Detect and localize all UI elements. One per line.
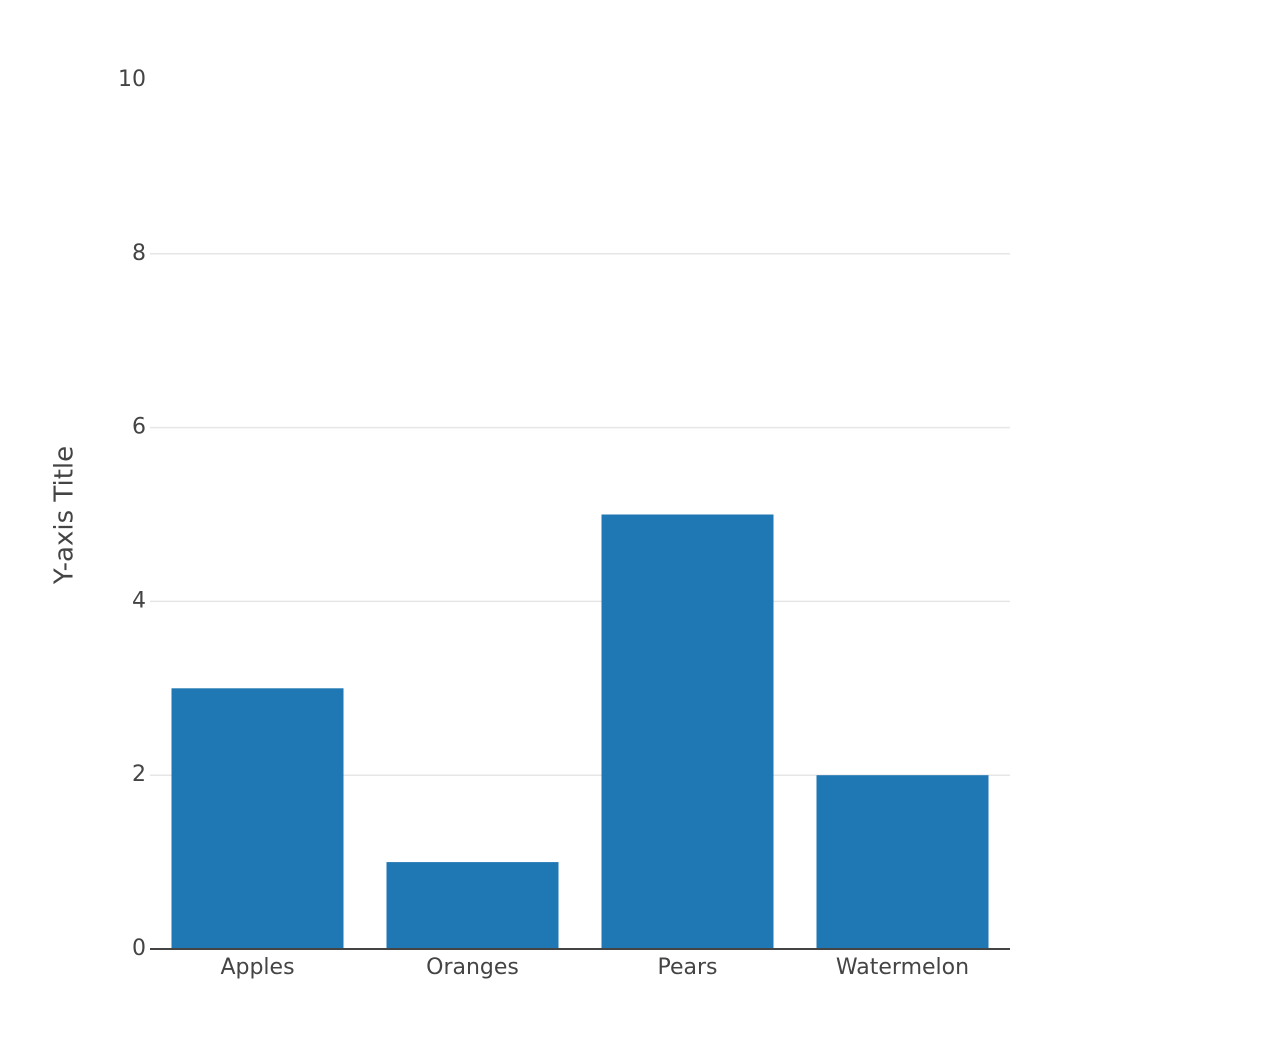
bar — [601, 514, 774, 949]
y-tick-label: 8 — [132, 241, 146, 266]
y-tick-label: 6 — [132, 415, 146, 440]
x-tick-label: Pears — [657, 955, 717, 980]
bar — [816, 775, 989, 949]
y-tick-label: 4 — [132, 588, 146, 613]
x-tick-label: Apples — [220, 955, 294, 980]
y-tick-label: 0 — [132, 936, 146, 961]
x-tick-label: Watermelon — [836, 955, 969, 980]
y-tick-label: 10 — [118, 67, 146, 92]
x-tick-label: Oranges — [426, 955, 519, 980]
y-tick-label: 2 — [132, 762, 146, 787]
bar — [171, 688, 344, 949]
y-axis-title: Y-axis Title — [50, 446, 80, 585]
bar — [386, 862, 559, 949]
